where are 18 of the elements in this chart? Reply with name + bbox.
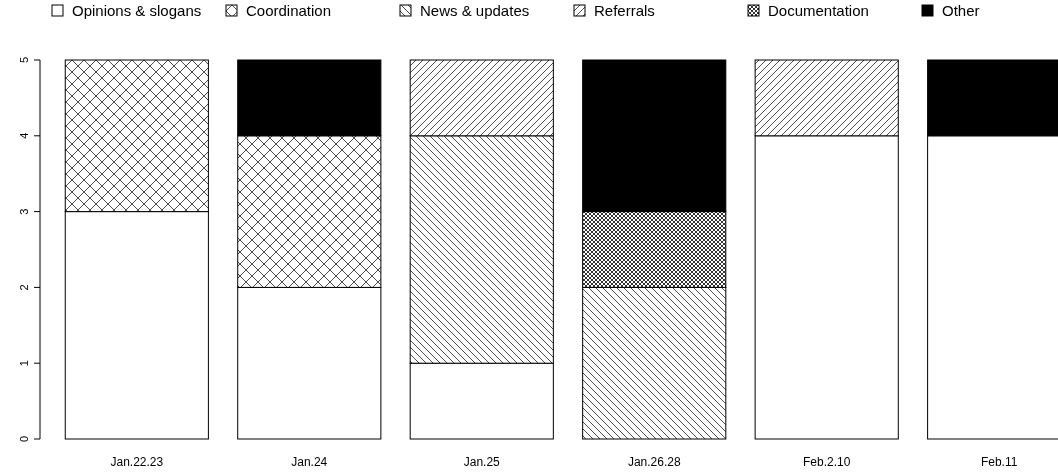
y-tick-label: 5 (18, 56, 30, 64)
y-tick-label: 0 (18, 435, 30, 443)
x-tick-label: Jan.24 (291, 455, 328, 469)
x-tick-label: Jan.26.28 (627, 455, 681, 469)
legend-label: Referrals (594, 2, 655, 19)
y-tick-label: 2 (18, 284, 30, 291)
y-tick-label: 4 (18, 132, 30, 139)
y-tick-label: 3 (18, 208, 30, 215)
y-tick-label: 1 (18, 360, 30, 367)
x-tick-label: Feb.2.10 (803, 455, 851, 469)
legend-label: Coordination (246, 2, 332, 19)
legend-label: Documentation (768, 2, 869, 19)
x-tick-label: Jan.25 (463, 455, 501, 469)
legend-label: Opinions & slogans (72, 2, 202, 19)
legend-label: Other (942, 2, 980, 19)
x-tick-label: Feb.11 (980, 455, 1018, 469)
legend-label: News & updates (420, 2, 530, 19)
x-tick-label: Jan.22.23 (110, 455, 164, 469)
